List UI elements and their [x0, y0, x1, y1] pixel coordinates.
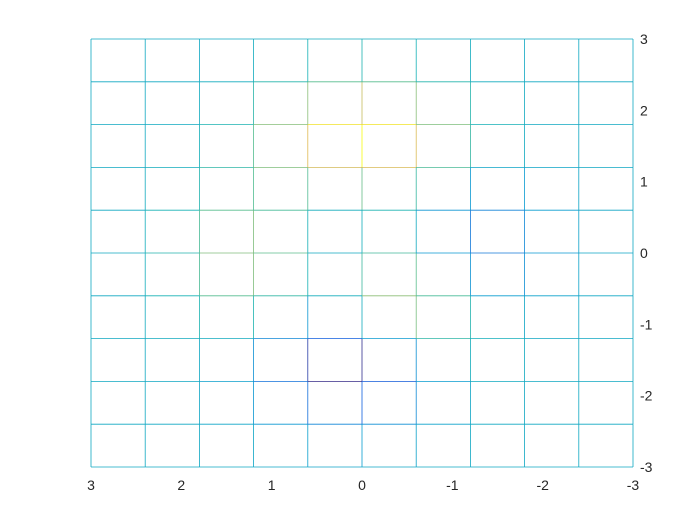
- x-tick-label: 1: [268, 477, 276, 493]
- y-tick-label: 1: [640, 174, 648, 190]
- y-tick-label: 3: [640, 31, 648, 47]
- x-tick-label: 0: [358, 477, 366, 493]
- x-tick-label: 2: [177, 477, 185, 493]
- y-axis-ticks: 3 2 1 0 -1 -2 -3: [640, 31, 653, 475]
- y-tick-label: -3: [640, 459, 653, 475]
- y-tick-label: -2: [640, 388, 653, 404]
- x-tick-label: -3: [627, 477, 640, 493]
- x-tick-label: 3: [87, 477, 95, 493]
- y-tick-label: 0: [640, 245, 648, 261]
- x-tick-label: -2: [536, 477, 549, 493]
- x-axis-ticks: 3 2 1 0 -1 -2 -3: [87, 477, 639, 493]
- y-tick-label: 2: [640, 102, 648, 118]
- mesh-lines: [90, 38, 634, 468]
- y-tick-label: -1: [640, 316, 653, 332]
- x-tick-label: -1: [446, 477, 459, 493]
